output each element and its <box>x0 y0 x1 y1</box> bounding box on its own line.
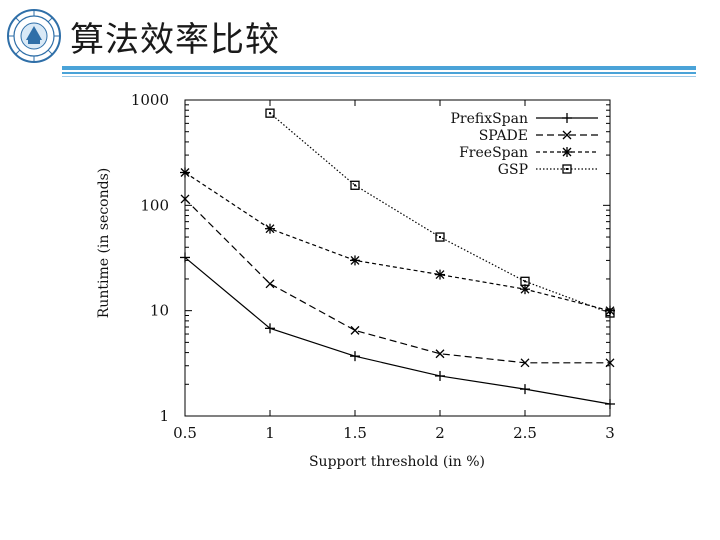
legend-label-prefixspan: PrefixSpan <box>450 111 528 127</box>
data-point-freespan <box>350 255 360 266</box>
series-line-prefixspan <box>184 256 611 405</box>
series-line-gsp <box>269 112 611 314</box>
data-point-spade <box>265 279 275 289</box>
y-tick-label: 1000 <box>131 91 169 109</box>
header-rule <box>62 76 696 77</box>
legend-marker-prefixspan <box>562 113 572 123</box>
university-seal-icon <box>7 9 61 63</box>
header-rule <box>62 66 696 70</box>
data-point-prefixspan <box>350 351 360 362</box>
data-point-freespan <box>435 269 445 280</box>
x-tick-label: 3 <box>605 424 615 442</box>
data-point-spade <box>435 349 445 359</box>
data-point-prefixspan <box>435 370 445 381</box>
header-rule <box>62 72 696 74</box>
y-tick-label: 100 <box>140 196 169 214</box>
y-tick-label: 1 <box>159 407 169 425</box>
data-point-prefixspan <box>180 252 190 263</box>
legend-marker-spade <box>562 130 572 140</box>
x-tick-label: 2.5 <box>513 424 537 442</box>
data-point-freespan <box>180 167 190 178</box>
plot-frame <box>184 99 611 417</box>
legend-label-freespan: FreeSpan <box>459 145 528 161</box>
y-tick-label: 10 <box>150 302 169 320</box>
legend-label-spade: SPADE <box>479 128 528 144</box>
series-line-spade <box>184 198 610 364</box>
x-tick-label: 0.5 <box>173 424 197 442</box>
data-point-gsp <box>520 276 530 286</box>
data-point-gsp <box>350 180 360 190</box>
data-point-spade <box>520 358 530 368</box>
data-point-prefixspan <box>265 323 275 334</box>
data-point-prefixspan <box>605 398 615 409</box>
data-point-spade <box>350 325 360 335</box>
chart-series <box>180 108 615 409</box>
slide-header: 算法效率比较 <box>0 0 720 80</box>
data-point-spade <box>180 194 190 204</box>
x-tick-label: 2 <box>435 424 445 442</box>
legend-label-gsp: GSP <box>498 162 528 178</box>
page-title: 算法效率比较 <box>70 20 280 60</box>
x-axis-label: Support threshold (in %) <box>309 454 485 470</box>
series-line-freespan <box>184 171 611 312</box>
x-tick-label: 1.5 <box>343 424 367 442</box>
x-tick-label: 1 <box>265 424 275 442</box>
legend-marker-freespan <box>562 147 572 157</box>
data-point-gsp <box>265 108 275 118</box>
data-point-gsp <box>605 308 615 318</box>
data-point-gsp <box>435 232 445 242</box>
legend-marker-gsp <box>562 164 572 174</box>
data-point-freespan <box>265 223 275 234</box>
data-point-spade <box>605 358 615 368</box>
y-axis-label: Runtime (in seconds) <box>96 168 112 318</box>
data-point-prefixspan <box>520 384 530 395</box>
